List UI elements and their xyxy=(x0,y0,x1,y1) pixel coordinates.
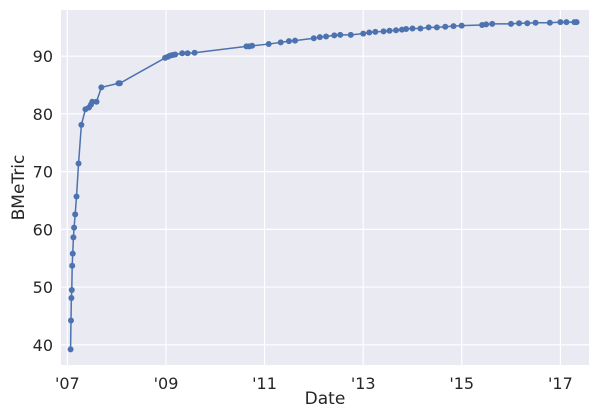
data-point xyxy=(392,27,399,34)
data-point xyxy=(179,50,186,57)
data-point xyxy=(337,31,344,38)
data-point xyxy=(277,39,284,46)
data-point xyxy=(347,31,354,38)
data-point xyxy=(417,25,424,32)
data-point xyxy=(72,211,79,218)
x-tick-label: '07 xyxy=(55,374,80,393)
grid xyxy=(61,10,589,365)
x-tick-labels: '07 '09 '11 '13 '15 '17 xyxy=(55,374,573,393)
data-point xyxy=(360,30,367,37)
data-point xyxy=(386,27,393,34)
data-point xyxy=(433,24,440,31)
data-point xyxy=(458,22,465,29)
data-point xyxy=(73,193,80,200)
y-tick-label: 50 xyxy=(33,278,53,297)
y-tick-labels: 40 50 60 70 80 90 xyxy=(33,47,53,355)
data-point xyxy=(78,121,85,128)
data-point xyxy=(573,19,580,26)
y-tick-label: 60 xyxy=(33,220,53,239)
data-point xyxy=(69,250,76,257)
y-tick-label: 40 xyxy=(33,336,53,355)
data-point xyxy=(524,20,531,27)
data-point xyxy=(249,42,256,49)
y-tick-label: 70 xyxy=(33,163,53,182)
data-point xyxy=(68,286,75,293)
data-point xyxy=(310,35,317,42)
x-tick-label: '17 xyxy=(548,374,573,393)
data-point xyxy=(265,41,272,48)
data-point xyxy=(69,262,76,269)
data-point xyxy=(68,295,75,302)
data-point xyxy=(425,24,432,31)
data-point xyxy=(323,33,330,40)
data-point xyxy=(93,98,100,105)
data-point xyxy=(516,20,523,27)
data-point xyxy=(366,29,373,36)
x-tick-label: '09 xyxy=(154,374,179,393)
data-point xyxy=(442,23,449,30)
data-point xyxy=(380,28,387,35)
data-point xyxy=(546,19,553,26)
data-point xyxy=(489,20,496,27)
x-tick-label: '13 xyxy=(351,374,376,393)
data-point xyxy=(483,21,490,28)
plot-area xyxy=(61,10,589,365)
data-point xyxy=(75,160,82,167)
data-point xyxy=(532,19,539,26)
data-point xyxy=(331,32,338,39)
y-tick-label: 90 xyxy=(33,47,53,66)
data-point xyxy=(450,23,457,30)
data-point xyxy=(292,37,299,44)
data-point xyxy=(372,28,379,35)
data-point xyxy=(557,19,564,26)
x-axis-label: Date xyxy=(305,389,346,409)
data-point xyxy=(116,80,123,87)
data-point xyxy=(285,38,292,45)
data-point xyxy=(403,26,410,33)
data-point xyxy=(67,317,74,324)
data-point xyxy=(316,34,323,41)
x-tick-label: '15 xyxy=(449,374,474,393)
data-point xyxy=(71,224,78,231)
data-point xyxy=(89,98,96,105)
data-point xyxy=(172,51,179,58)
data-point xyxy=(191,49,198,56)
y-axis-label: BMeTric xyxy=(9,155,29,221)
data-point xyxy=(184,50,191,57)
data-point xyxy=(67,346,74,353)
data-point xyxy=(507,20,514,27)
data-point xyxy=(70,234,77,241)
x-tick-label: '11 xyxy=(252,374,277,393)
data-point xyxy=(98,84,105,91)
data-point xyxy=(409,25,416,32)
y-tick-label: 80 xyxy=(33,105,53,124)
data-point xyxy=(563,19,570,26)
series xyxy=(67,19,580,353)
